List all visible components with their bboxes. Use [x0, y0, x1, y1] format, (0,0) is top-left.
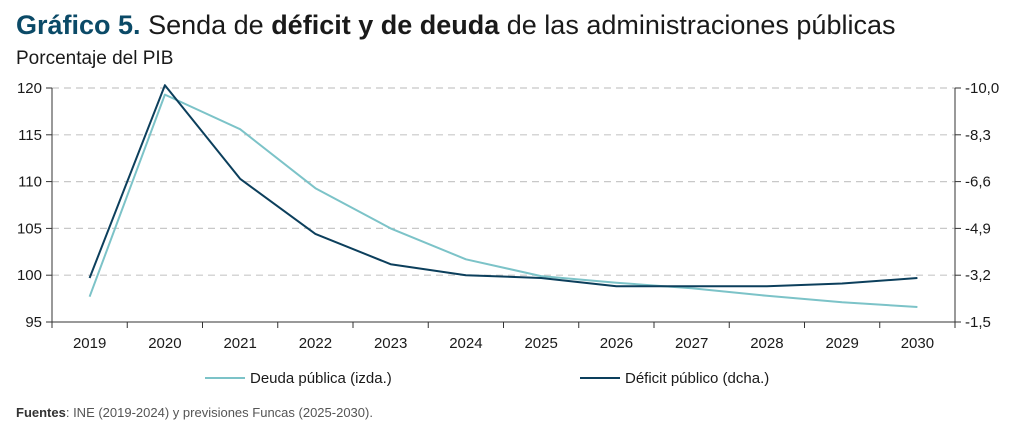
y-left-tick-label: 100 [17, 267, 42, 284]
y-right-tick-label: -8,3 [965, 127, 991, 144]
y-right-tick-label: -3,2 [965, 267, 991, 284]
title-part-1: Senda de [148, 10, 264, 40]
y-right-tick-label: -4,9 [965, 220, 991, 237]
y-right-tick-label: -1,5 [965, 314, 991, 331]
y-right-tick-label: -6,6 [965, 174, 991, 191]
x-tick-label: 2021 [223, 335, 256, 352]
y-left-tick-label: 105 [17, 220, 42, 237]
line-chart: 120 115 110 105 100 95 -10,0 -8,3 -6,6 -4,9 -3,2 -1… [17, 80, 999, 387]
x-tick-label: 2022 [299, 335, 332, 352]
y-left-tick-label: 95 [25, 314, 42, 331]
x-tick-label: 2019 [73, 335, 106, 352]
y-left-tick-label: 110 [18, 174, 42, 191]
x-tick-label: 2027 [675, 335, 708, 352]
title-part-3: de las administraciones públicas [506, 10, 896, 40]
y-left-tick-label: 120 [17, 80, 42, 97]
y-right-tick-label: -10,0 [965, 80, 999, 97]
x-tick-label: 2024 [449, 335, 482, 352]
x-tick-label: 2026 [600, 335, 633, 352]
chart-number: Gráfico 5. [16, 10, 141, 40]
x-tick-label: 2025 [524, 335, 557, 352]
legend-label: Déficit público (dcha.) [625, 370, 769, 387]
x-tick-label: 2028 [750, 335, 783, 352]
series-line-deficit [88, 84, 918, 288]
y-left-tick-label: 115 [18, 127, 42, 144]
title-part-2: déficit y de deuda [271, 10, 500, 40]
x-tick-label: 2023 [374, 335, 407, 352]
x-tick-label: 2030 [901, 335, 934, 352]
x-tick-label: 2029 [825, 335, 858, 352]
series-line-deuda [88, 93, 918, 308]
chart-subtitle: Porcentaje del PIB [16, 48, 174, 69]
legend-label: Deuda pública (izda.) [250, 370, 392, 387]
source-text: : INE (2019-2024) y previsiones Funcas (… [65, 405, 373, 420]
source-note: Fuentes: INE (2019-2024) y previsiones F… [16, 405, 373, 420]
source-label: Fuentes [16, 405, 66, 420]
x-tick-label: 2020 [148, 335, 181, 352]
chart-title: Gráfico 5. Senda de déficit y de deuda d… [16, 10, 895, 41]
